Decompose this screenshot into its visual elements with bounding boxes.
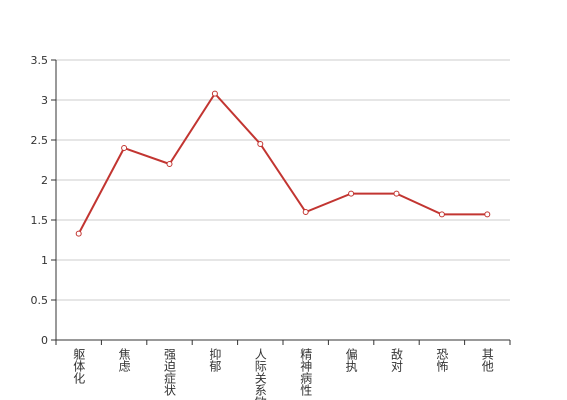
line <box>77 91 488 235</box>
x-tick-label: 偏执 <box>344 347 358 373</box>
y-tick-label: 2 <box>41 174 48 187</box>
y-tick-label: 2.5 <box>31 134 49 147</box>
x-tick-label: 恐怖 <box>435 348 449 372</box>
y-tick-label: 1 <box>41 254 48 267</box>
point <box>484 211 491 218</box>
point <box>257 141 264 147</box>
x-tick-label: 躯体化 <box>72 347 86 385</box>
point <box>348 190 355 197</box>
point <box>302 209 309 215</box>
point <box>438 211 445 218</box>
y-tick-label: 0.5 <box>31 294 49 307</box>
y-tick-label: 3.5 <box>31 54 49 67</box>
x-tick-label: 抑郁 <box>208 347 222 373</box>
x-tick-label: 焦虑 <box>117 348 131 372</box>
y-tick-label: 1.5 <box>31 214 49 227</box>
x-tick-label: 人际关系敏感 <box>253 348 267 400</box>
point <box>166 161 173 167</box>
y-tick-label: 0 <box>41 334 48 347</box>
x-tick-label: 敌对 <box>390 347 404 372</box>
point <box>393 190 400 197</box>
x-tick-label: 强迫症状 <box>163 348 177 396</box>
x-tick-label: 精神病性 <box>299 348 313 397</box>
x-tick-label: 其他 <box>480 348 494 372</box>
point <box>211 90 218 97</box>
y-tick-label: 3 <box>41 94 48 107</box>
point <box>121 145 128 151</box>
point <box>75 230 82 237</box>
